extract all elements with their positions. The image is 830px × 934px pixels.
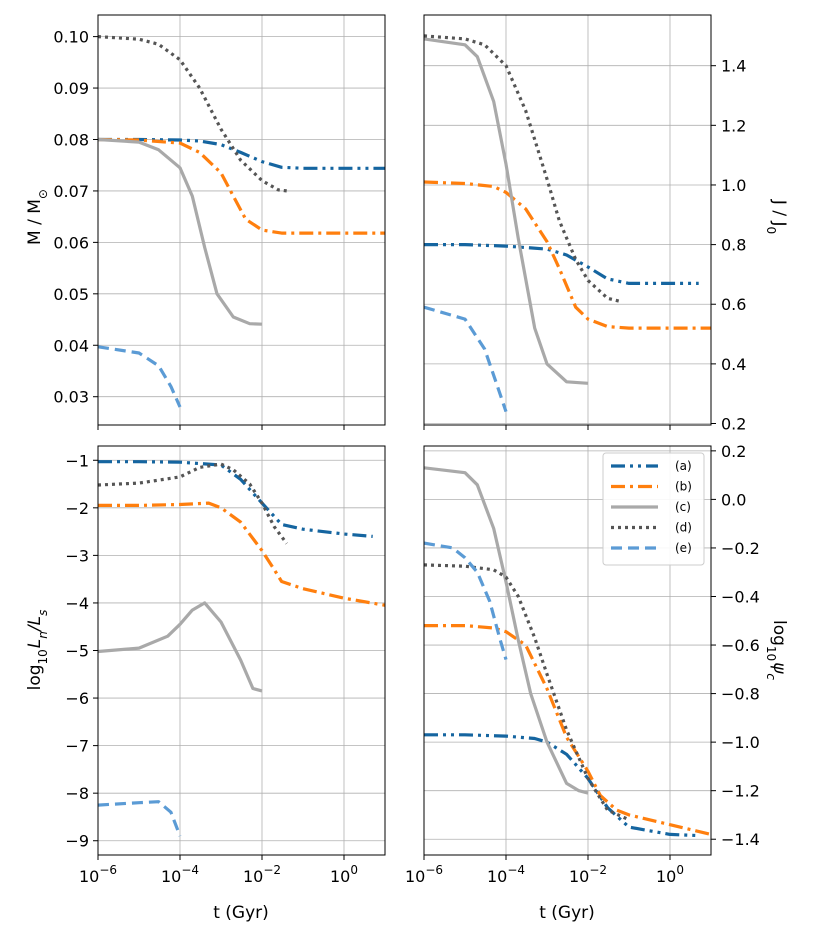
axes-frame [97,14,386,426]
y-tick-label: 0.03 [53,388,89,407]
y-tick-label: −1.0 [721,733,760,752]
panel-mass: 0.03 0.04 0.05 0.06 0.07 0.08 0.09 0.10 [53,14,386,430]
legend-label-d: (d) [675,521,692,535]
x-tick-label: 100 [656,863,684,886]
series-line-c [98,601,263,693]
y-tick-label: −5 [65,642,89,661]
legend-label-b: (b) [675,480,692,494]
series-group [98,460,385,837]
y-tick-label: 0.06 [53,233,89,252]
y-tick-label: −0.8 [721,685,760,704]
y-tick-label: 0.04 [53,336,89,355]
x-tick-label: 10−6 [405,863,443,886]
legend-label-e: (e) [675,541,692,555]
y-tick-label: 0.08 [53,130,89,149]
y-tick-label: 0.10 [53,28,89,47]
x-tick-label: 10−4 [161,863,199,886]
series-line-c [98,137,263,326]
y-axis-label-luminosity: log10Ln/Ls [25,610,50,691]
series-line-e [98,345,182,408]
y-tick-label: −1.4 [721,830,760,849]
series-line-b [98,137,385,235]
series-line-a [424,243,699,285]
y-tick-label: 1.4 [721,57,746,76]
series-line-c [424,466,589,795]
legend-box [602,452,705,566]
series-group [424,466,711,838]
y-tick-label: 0.4 [721,355,746,374]
y-tick-label: −4 [65,594,89,613]
legend: (a) (b) (c) (d) (e) [602,452,705,566]
y-tick-label: 0.09 [53,79,89,98]
x-axis-label-right: t (Gyr) [539,903,595,923]
series-line-b [424,180,711,330]
y-tick-label: 1.2 [721,116,746,135]
y-axis-label-angular-momentum: J / J0 [764,199,789,234]
panel-angular-momentum: 0.2 0.4 0.6 0.8 1.0 1.2 1.4 [423,14,746,434]
y-tick-label: 0.05 [53,285,89,304]
series-group [98,35,385,408]
series-line-a [424,733,699,838]
x-tick-label: 10−2 [243,863,281,886]
series-line-e [98,800,182,837]
x-tick-label: 10−4 [487,863,525,886]
series-line-d [98,462,288,545]
legend-label-c: (c) [675,500,691,514]
y-tick-label: −0.2 [721,539,760,558]
y-tick-label: −3 [65,546,89,565]
series-line-b [98,501,385,607]
y-tick-label: −1 [65,451,89,470]
series-line-e [424,541,508,661]
x-tick-label: 10−6 [79,863,117,886]
y-tick-label: −1.2 [721,782,760,801]
y-tick-label: −7 [65,737,89,756]
series-line-a [98,137,385,170]
y-tick-label: −2 [65,499,89,518]
series-line-d [424,34,621,303]
x-tick-label: 100 [330,863,358,886]
axes-frame [423,14,712,426]
series-line-b [424,624,711,836]
panel-central-degeneracy: 10−6 10−4 10−2 100 −1.4 −1.2 −1.0 −0.8 −0.6 −0.4 −… [405,442,760,886]
series-line-d [98,35,287,193]
y-tick-label: 0.2 [721,415,746,434]
y-tick-label: 0.8 [721,236,746,255]
y-tick-label: 0.07 [53,182,89,201]
y-tick-label: −0.4 [721,587,760,606]
y-tick-label: 0.0 [721,490,746,509]
axes-frame [97,445,386,856]
series-group [424,34,711,413]
y-tick-label: −8 [65,784,89,803]
series-line-a [98,460,373,538]
y-tick-label: −6 [65,689,89,708]
y-tick-label: 0.2 [721,442,746,461]
series-line-c [424,37,589,385]
y-tick-label: 1.0 [721,176,746,195]
legend-label-a: (a) [675,459,692,473]
series-line-d [424,563,630,822]
y-axis-label-mass: M / M⊙ [25,189,50,245]
x-tick-label: 10−2 [569,863,607,886]
y-tick-label: −9 [65,832,89,851]
y-tick-label: −0.6 [721,636,760,655]
y-axis-label-central-degeneracy: log10ψc [764,620,789,680]
panel-luminosity: 10−6 10−4 10−2 100 −9 −8 −7 −6 −5 −4 −3 −2 −1 [65,445,386,886]
series-line-e [424,305,508,413]
axes-frame [423,445,712,856]
y-tick-label: 0.6 [721,295,746,314]
x-axis-label-left: t (Gyr) [213,903,269,923]
